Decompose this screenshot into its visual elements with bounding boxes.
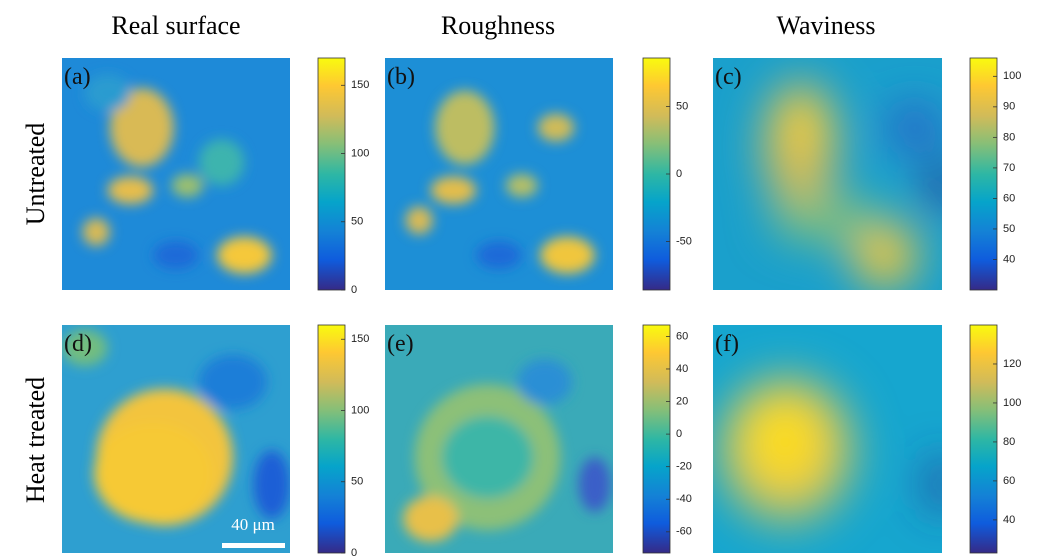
colorbar-tick-label: 40 [676, 363, 688, 375]
texture-blob [431, 176, 477, 204]
colorbar [643, 325, 670, 553]
colorbar-tick-label: 0 [351, 284, 357, 296]
panel: (c) 40 50 60 70 80 90 100 [713, 58, 1021, 290]
heatmap-image [385, 58, 613, 290]
texture-blob [928, 457, 955, 512]
texture-blob [108, 176, 154, 204]
texture-blob [476, 241, 522, 269]
panel-label: (d) [64, 331, 92, 357]
texture-blob [171, 174, 203, 197]
colorbar-tick-label: 50 [351, 476, 363, 488]
colorbar-tick-label: 100 [351, 147, 369, 159]
colorbar-tick-label: 0 [676, 428, 682, 440]
row-label: Untreated [21, 123, 50, 226]
panel: (e) -60 -40 -20 0 20 40 60 [385, 325, 692, 553]
panel-label: (b) [387, 64, 415, 90]
texture-blob [928, 158, 955, 214]
colorbar-tick-label: 80 [1003, 436, 1015, 448]
column-title: Real surface [111, 11, 240, 40]
scale-bar [222, 543, 285, 548]
texture-blob [538, 114, 574, 142]
texture-blob [887, 104, 942, 150]
heatmap-image [713, 325, 956, 553]
texture-blob [199, 139, 245, 185]
colorbar-tick-label: 60 [676, 330, 688, 342]
colorbar-tick-label: 150 [351, 333, 369, 345]
colorbar-tick-label: 70 [1003, 162, 1015, 174]
row-label: Heat treated [21, 377, 50, 503]
colorbar [970, 58, 997, 290]
scale-bar-label: 40 μm [231, 515, 275, 534]
colorbar-tick-label: 50 [676, 100, 688, 112]
texture-blob [517, 359, 572, 405]
colorbar [970, 325, 997, 553]
panel: (d) 0 50 100 150 [62, 325, 369, 556]
heatmap-image [713, 58, 956, 290]
colorbar [318, 325, 345, 553]
colorbar-tick-label: -50 [676, 235, 692, 247]
colorbar-tick-label: 60 [1003, 475, 1015, 487]
colorbar-tick-label: 150 [351, 79, 369, 91]
colorbar-tick-label: 50 [351, 216, 363, 228]
panel: (a) 0 50 100 150 [62, 58, 369, 296]
colorbar-tick-label: 40 [1003, 253, 1015, 265]
panel-label: (a) [64, 64, 91, 90]
texture-blob [540, 237, 595, 274]
colorbar-tick-label: 60 [1003, 192, 1015, 204]
texture-blob [784, 100, 825, 146]
colorbar-tick-label: 120 [1003, 358, 1021, 370]
column-title: Waviness [777, 11, 876, 40]
heatmap-image [385, 325, 613, 553]
colorbar-tick-label: 100 [1003, 397, 1021, 409]
panel-label: (c) [715, 64, 742, 90]
texture-blob [770, 197, 885, 243]
texture-blob [752, 407, 812, 471]
texture-blob [83, 218, 110, 246]
column-title: Roughness [441, 11, 555, 40]
colorbar-tick-label: -60 [676, 526, 692, 538]
colorbar-tick-label: 90 [1003, 101, 1015, 113]
panel-label: (e) [387, 331, 414, 357]
texture-blob [153, 241, 199, 269]
colorbar-tick-label: 0 [676, 168, 682, 180]
texture-blob [94, 423, 213, 523]
heatmap-image [62, 58, 290, 290]
figure: Real surface Roughness Waviness Untreate… [0, 0, 1038, 556]
texture-blob [254, 450, 290, 518]
colorbar-tick-label: 80 [1003, 131, 1015, 143]
panel-label: (f) [715, 331, 739, 357]
texture-blob [506, 174, 538, 197]
texture-blob [435, 90, 494, 164]
texture-blob [579, 457, 611, 512]
texture-blob [85, 74, 131, 111]
panel: (f) 40 60 80 100 120 [713, 325, 1021, 553]
colorbar-tick-label: -40 [676, 493, 692, 505]
texture-blob [199, 355, 267, 410]
texture-blob [217, 237, 272, 274]
panel: (b) -50 0 50 [385, 58, 692, 290]
colorbar-tick-label: 0 [351, 547, 357, 556]
colorbar [643, 58, 670, 290]
texture-blob [403, 496, 458, 542]
colorbar [318, 58, 345, 290]
colorbar-tick-label: 100 [351, 404, 369, 416]
texture-blob [442, 416, 533, 498]
texture-blob [406, 206, 433, 234]
colorbar-tick-label: 50 [1003, 223, 1015, 235]
colorbar-tick-label: 20 [676, 395, 688, 407]
colorbar-tick-label: -20 [676, 461, 692, 473]
colorbar-tick-label: 40 [1003, 514, 1015, 526]
colorbar-tick-label: 100 [1003, 70, 1021, 82]
